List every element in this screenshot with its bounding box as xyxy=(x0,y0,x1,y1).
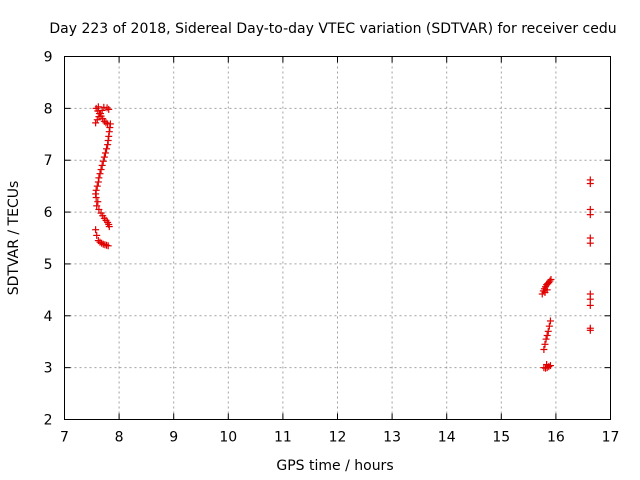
data-point xyxy=(97,166,105,174)
x-tick-label: 7 xyxy=(60,430,69,446)
data-point xyxy=(543,361,551,369)
data-point xyxy=(104,242,112,250)
data-point xyxy=(93,182,101,190)
data-point xyxy=(95,174,103,182)
x-tick-label: 15 xyxy=(492,430,510,446)
data-point xyxy=(103,145,111,153)
data-point xyxy=(586,290,594,298)
data-point xyxy=(542,335,550,343)
x-axis-label: GPS time / hours xyxy=(276,458,393,474)
y-tick-label: 6 xyxy=(44,205,53,221)
x-tick-label: 17 xyxy=(602,430,620,446)
data-point xyxy=(101,149,109,157)
data-point xyxy=(541,340,549,348)
x-tick-label: 16 xyxy=(547,430,565,446)
data-point xyxy=(546,277,554,285)
data-point xyxy=(92,119,100,127)
data-point xyxy=(98,161,106,169)
chart-title: Day 223 of 2018, Sidereal Day-to-day VTE… xyxy=(49,21,616,37)
data-point xyxy=(93,231,101,239)
data-point xyxy=(104,120,112,128)
x-tick-label: 9 xyxy=(169,430,178,446)
data-point xyxy=(96,170,104,178)
data-points xyxy=(92,103,594,372)
data-point xyxy=(103,104,111,112)
data-point xyxy=(102,119,110,127)
y-tick-label: 2 xyxy=(44,413,53,429)
data-point xyxy=(100,153,108,161)
data-point xyxy=(105,223,113,231)
y-tick-label: 8 xyxy=(44,101,53,117)
x-tick-label: 14 xyxy=(438,430,456,446)
x-tick-label: 8 xyxy=(115,430,124,446)
data-point xyxy=(95,205,103,213)
data-point xyxy=(92,186,100,194)
data-point xyxy=(543,286,551,294)
data-point xyxy=(92,226,100,234)
x-tick-label: 12 xyxy=(329,430,347,446)
data-point xyxy=(586,234,594,242)
tick-labels: 7 8 9 10 11 12 13 14 15 16 17 2 3 4 5 6 7 8 9 xyxy=(44,50,620,446)
data-point xyxy=(540,345,548,353)
data-point xyxy=(98,239,106,247)
grid xyxy=(64,56,611,420)
x-tick-label: 11 xyxy=(274,430,292,446)
data-point xyxy=(94,103,102,111)
data-point xyxy=(586,301,594,309)
data-point xyxy=(546,362,554,370)
y-tick-label: 5 xyxy=(44,257,53,273)
plot-frame xyxy=(64,56,611,420)
y-tick-label: 4 xyxy=(44,309,53,325)
x-tick-label: 13 xyxy=(383,430,401,446)
data-point xyxy=(544,327,552,335)
data-point xyxy=(546,317,554,325)
y-tick-label: 7 xyxy=(44,153,53,169)
data-point xyxy=(93,202,101,210)
y-tick-label: 9 xyxy=(44,50,53,66)
data-point xyxy=(94,198,102,206)
data-point xyxy=(586,176,594,184)
data-point xyxy=(99,157,107,165)
data-point xyxy=(545,322,553,330)
data-point xyxy=(93,116,101,124)
data-point xyxy=(547,275,555,283)
data-point xyxy=(105,105,113,113)
data-point xyxy=(543,331,551,339)
data-point xyxy=(586,205,594,213)
data-point xyxy=(586,324,594,332)
y-axis-label: SDTVAR / TECUs xyxy=(6,181,22,296)
x-tick-label: 10 xyxy=(219,430,237,446)
y-tick-label: 3 xyxy=(44,361,53,377)
